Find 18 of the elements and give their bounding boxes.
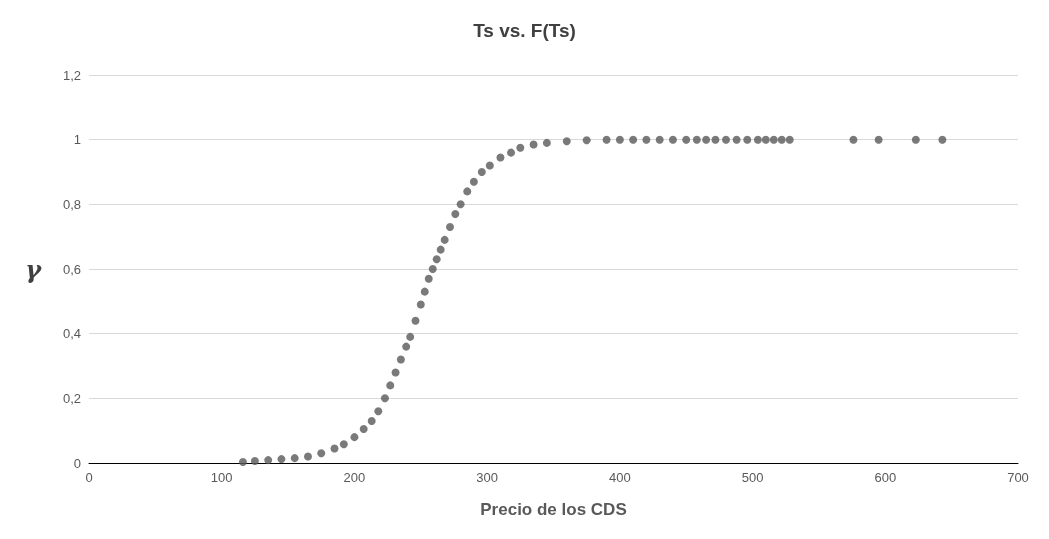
y-axis-title: γ <box>25 254 43 284</box>
y-tick-label: 0,4 <box>62 326 81 342</box>
x-tick-label: 300 <box>476 470 498 485</box>
x-tick-label: 500 <box>741 470 764 485</box>
y-tick-label: 0,8 <box>62 196 81 212</box>
y-tick-label: 0 <box>73 455 81 471</box>
y-tick-label: 0,2 <box>62 390 81 406</box>
y-tick-label: 1 <box>73 132 81 148</box>
y-tick-label: 0,6 <box>62 261 81 277</box>
chart-title: Ts vs. F(Ts) <box>473 20 576 41</box>
x-tick-label: 700 <box>1007 470 1029 485</box>
y-tick-label: 1,2 <box>62 67 81 83</box>
x-tick-label: 200 <box>343 470 366 485</box>
x-axis-title: Precio de los CDS <box>480 500 627 519</box>
x-tick-label: 100 <box>210 470 233 485</box>
x-tick-label: 600 <box>874 470 897 485</box>
x-tick-label: 0 <box>85 470 93 485</box>
x-tick-label: 400 <box>609 470 631 485</box>
